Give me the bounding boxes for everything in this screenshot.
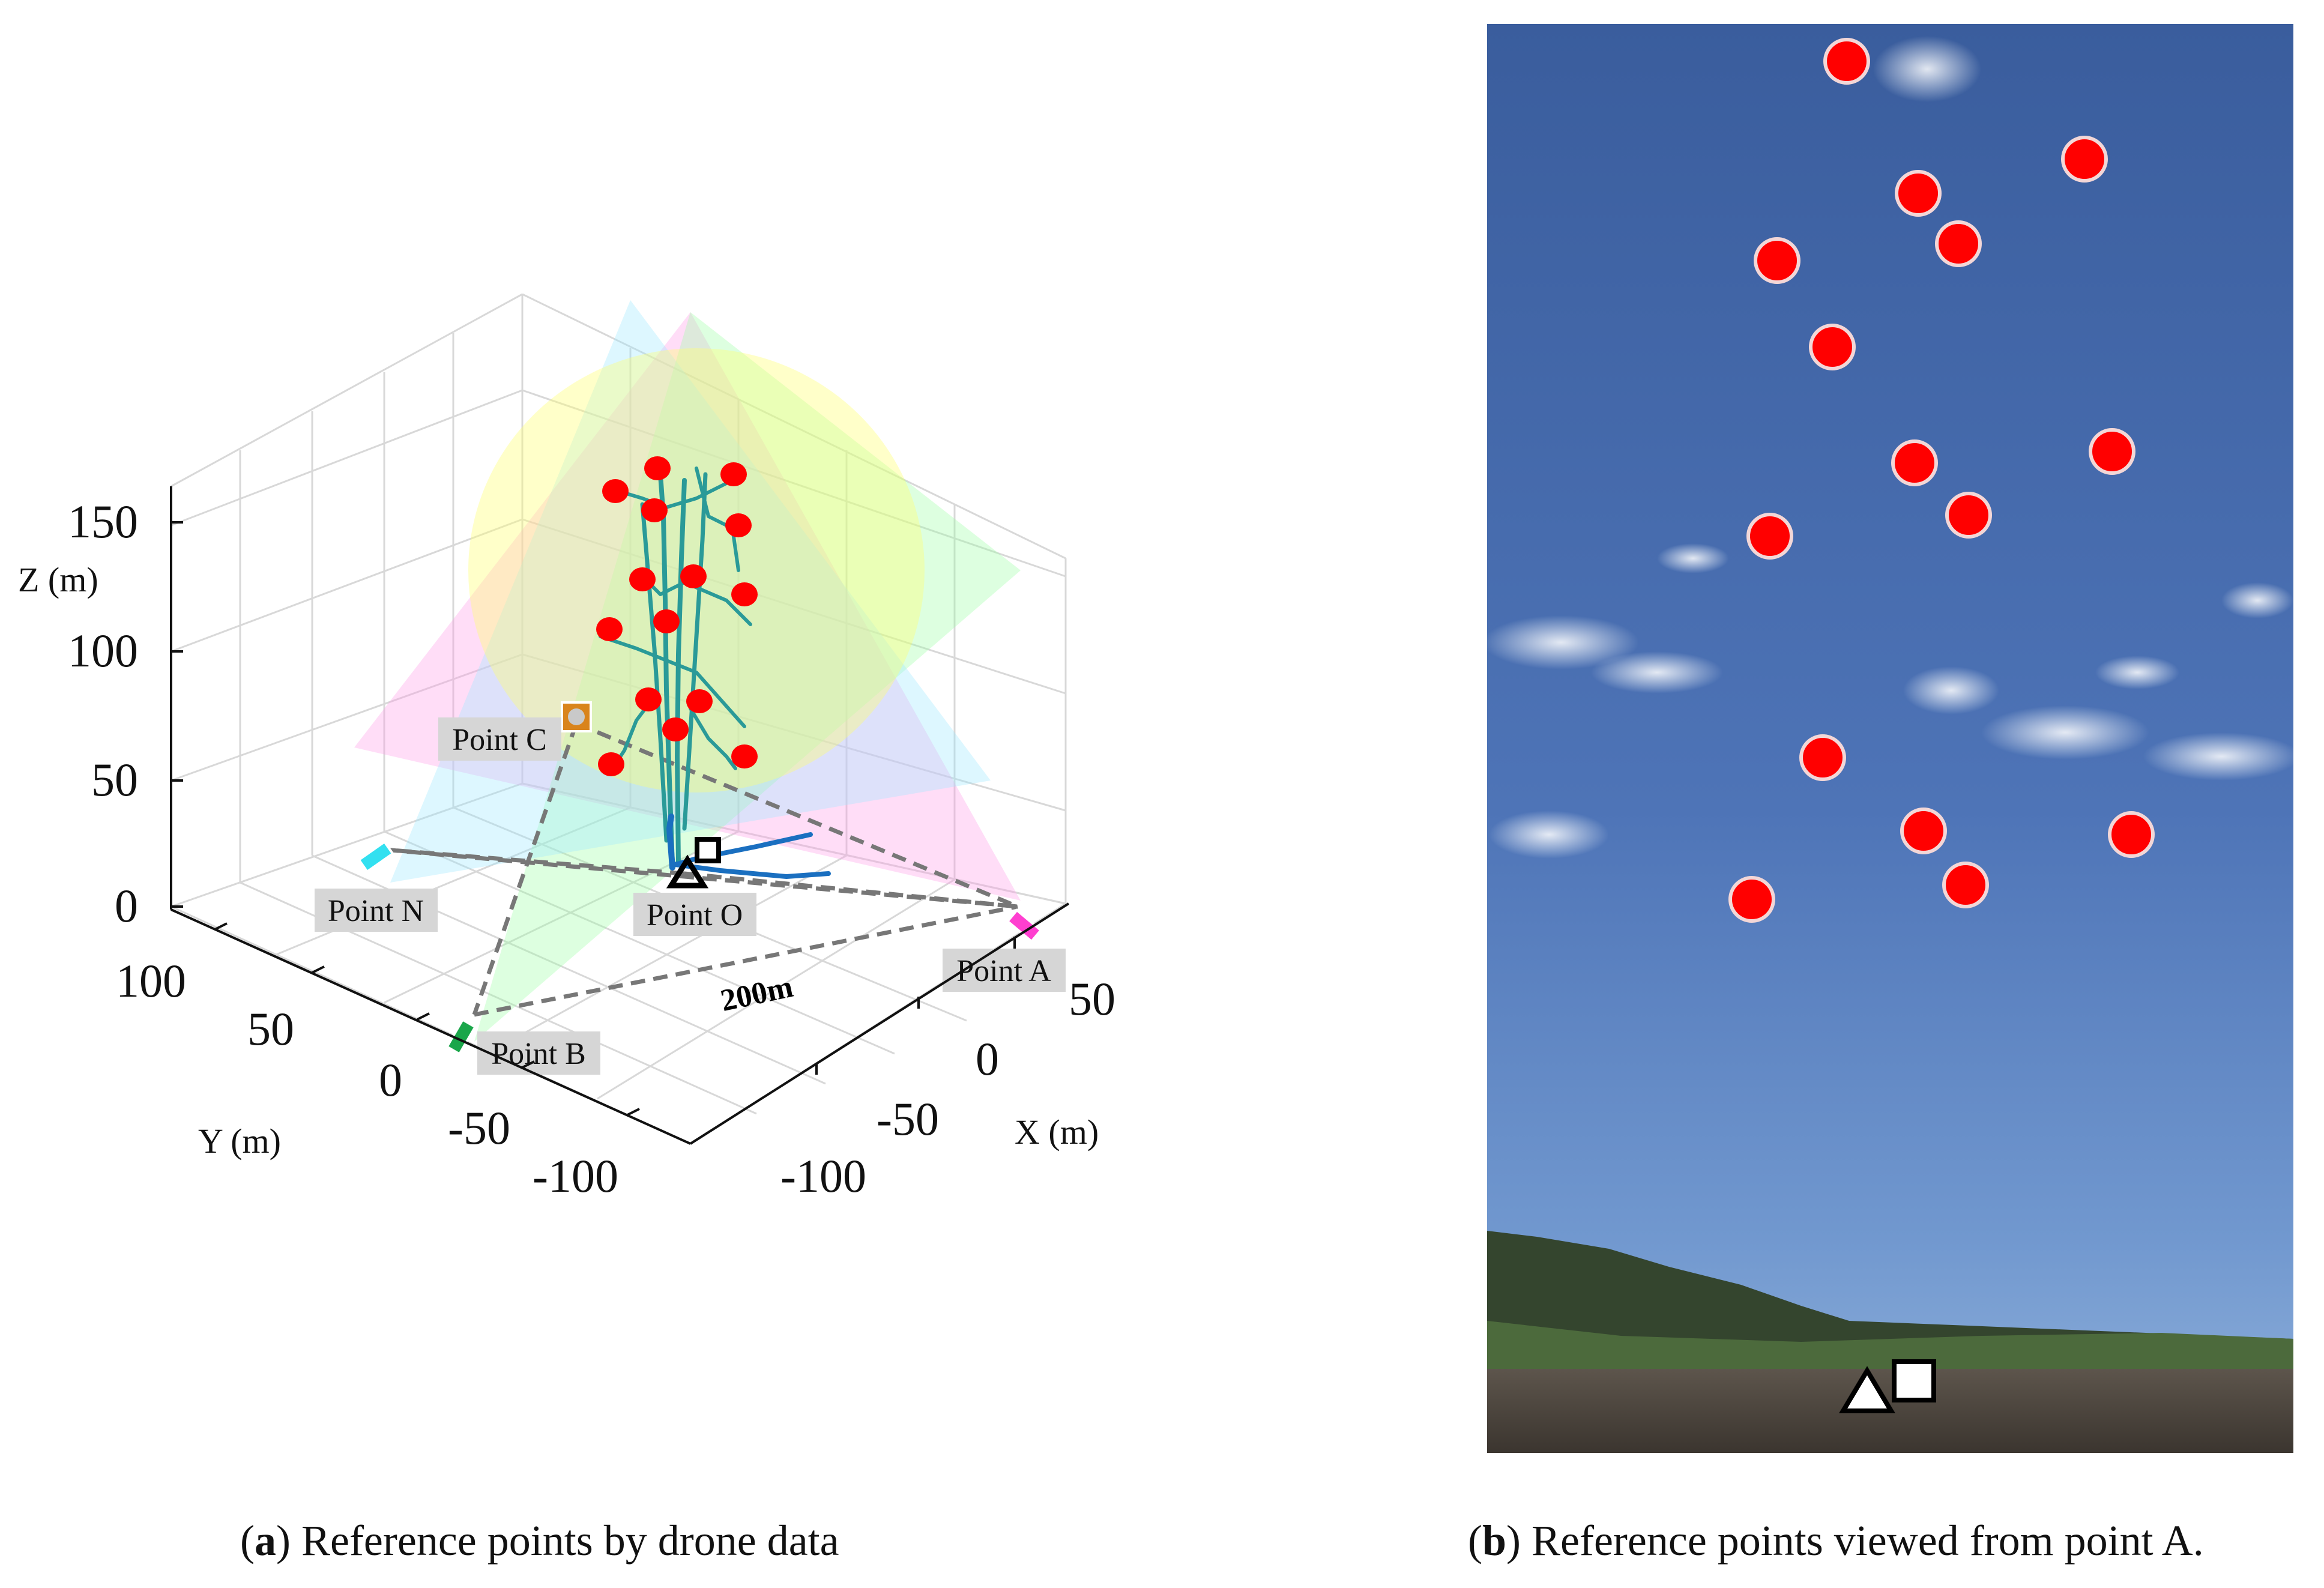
reference-point-3d <box>686 689 713 713</box>
point-c-label: Point C <box>452 723 547 757</box>
reference-point-photo <box>1728 876 1775 923</box>
reference-point-3d <box>720 462 747 486</box>
point-a-marker <box>1006 908 1043 943</box>
y-tick-0: 0 <box>379 1054 402 1106</box>
reference-point-3d <box>598 752 624 776</box>
reference-point-3d <box>596 617 623 641</box>
reference-point-photo <box>1935 220 1982 267</box>
panel-b-photo <box>1487 24 2293 1453</box>
reference-point-photo <box>2108 811 2155 858</box>
clouds <box>1487 36 2293 859</box>
point-c-marker <box>561 701 592 732</box>
y-axis-line <box>171 908 691 1145</box>
z-tick-100: 100 <box>68 624 138 677</box>
photo-square-marker <box>1892 1359 1936 1402</box>
reference-point-photo <box>1891 439 1938 486</box>
reference-point-photo <box>1945 492 1992 539</box>
reference-point-3d <box>731 582 758 606</box>
reference-point-photo <box>1754 237 1800 284</box>
y-tick-50: 50 <box>247 1003 294 1055</box>
point-n-label: Point N <box>328 894 424 928</box>
point-o-marker <box>666 837 721 889</box>
reference-point-photo <box>1746 513 1793 560</box>
reference-point-3d <box>644 456 671 480</box>
photo-triangle-marker <box>1838 1366 1896 1413</box>
caption-b: (b) Reference points viewed from point A… <box>1468 1517 2204 1565</box>
x-tick-minus-100: -100 <box>780 1150 866 1202</box>
x-axis-line <box>689 902 1070 1145</box>
caption-a-text: Reference points by drone data <box>301 1517 839 1565</box>
y-tick-minus-100: -100 <box>533 1150 618 1202</box>
z-tick-0: 0 <box>115 880 138 932</box>
fov-plane-point-b <box>474 312 1021 1042</box>
reference-point-3d <box>635 687 662 711</box>
point-n-marker <box>357 840 394 874</box>
reference-point-photo <box>1799 734 1846 781</box>
point-o-label: Point O <box>647 898 743 932</box>
caption-a: (a) Reference points by drone data <box>240 1517 839 1565</box>
reference-point-photo <box>1900 808 1947 854</box>
z-tick-150: 150 <box>68 495 138 548</box>
reference-points-3d <box>596 456 758 776</box>
reference-point-3d <box>653 609 680 633</box>
z-axis-label: Z (m) <box>18 560 98 599</box>
reference-point-photo <box>2061 136 2108 183</box>
x-tick-0: 0 <box>976 1033 999 1085</box>
y-tick-100: 100 <box>116 955 186 1007</box>
reference-point-3d <box>641 498 668 522</box>
reference-point-photo <box>1942 862 1989 908</box>
y-tick-minus-50: -50 <box>448 1102 510 1154</box>
tick-labels: 150 100 50 0 100 50 0 -50 -100 50 0 -50 … <box>68 495 1115 1202</box>
point-b-label: Point B <box>491 1037 586 1071</box>
caption-b-letter: b <box>1482 1517 1507 1565</box>
y-axis-label: Y (m) <box>198 1122 281 1161</box>
z-tick-50: 50 <box>91 753 138 806</box>
sky <box>1487 24 2293 1453</box>
x-tick-minus-50: -50 <box>877 1093 939 1145</box>
station-labels: Point N Point A Point B Point C Point O … <box>315 717 1066 1075</box>
reference-point-3d <box>725 513 752 537</box>
caption-b-text: Reference points viewed from point A. <box>1532 1517 2204 1565</box>
distance-label: 200m <box>717 970 796 1018</box>
reference-point-3d <box>731 744 758 768</box>
x-tick-50: 50 <box>1069 973 1115 1025</box>
vegetation <box>1487 1321 2293 1381</box>
reference-point-photo <box>2089 428 2135 475</box>
reference-points-photo <box>1728 38 2155 923</box>
reference-point-photo <box>1823 38 1870 85</box>
stations <box>357 701 1043 1056</box>
baseline-lines <box>384 721 1019 1017</box>
reference-point-3d <box>629 567 656 591</box>
caption-a-letter: a <box>254 1517 276 1565</box>
reference-point-photo <box>1895 170 1942 217</box>
panel-a-3d-plot: Point N Point A Point B Point C Point O … <box>18 293 1115 1202</box>
reference-point-3d <box>680 564 707 588</box>
point-b-marker <box>445 1018 477 1056</box>
point-a-label: Point A <box>956 954 1051 988</box>
x-axis-label: X (m) <box>1015 1113 1099 1152</box>
reference-point-photo <box>1809 324 1856 370</box>
reference-point-3d <box>662 717 689 741</box>
plot-axes <box>170 486 1070 1145</box>
photo-origin-markers <box>1838 1359 1936 1413</box>
reference-point-3d <box>602 479 629 503</box>
